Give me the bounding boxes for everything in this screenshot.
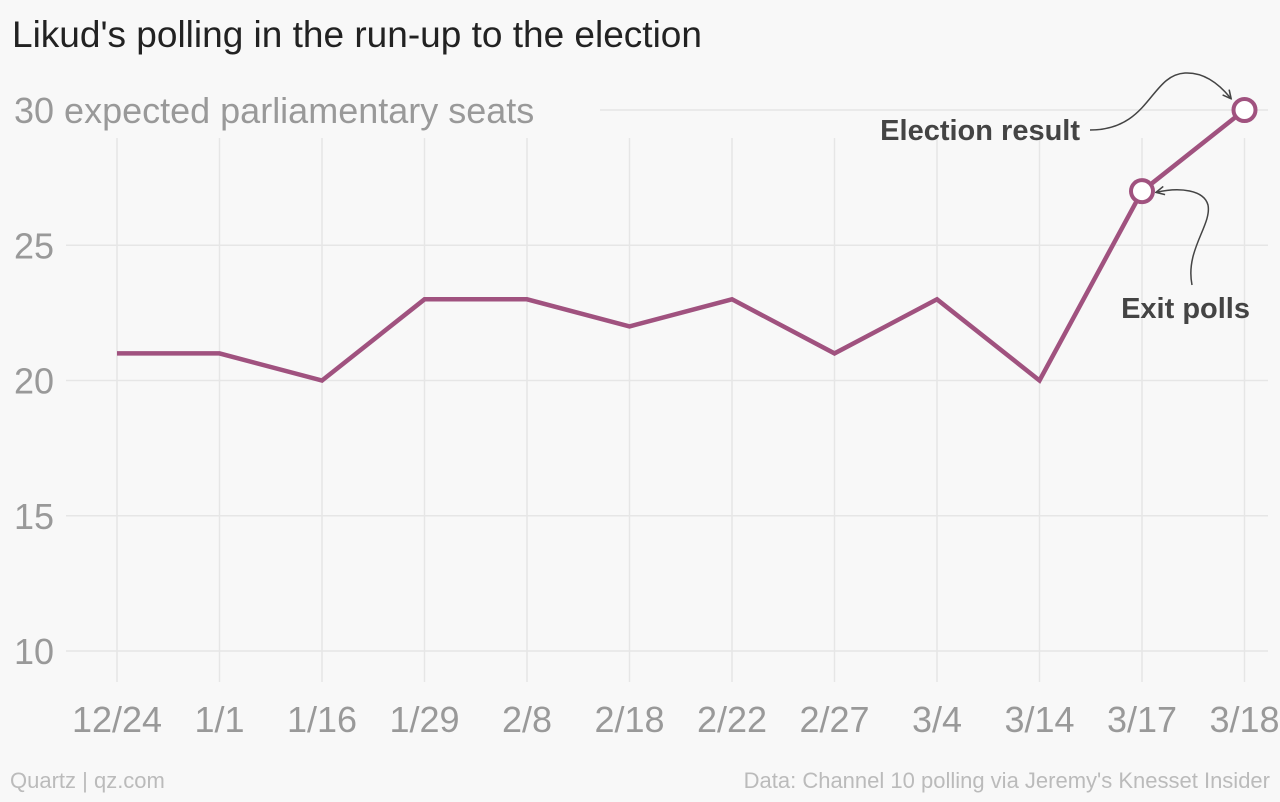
x-tick-label: 12/24 <box>72 699 162 740</box>
x-tick-label: 1/29 <box>389 699 459 740</box>
x-tick-label: 1/1 <box>194 699 244 740</box>
series-line <box>117 108 1246 384</box>
y-tick-label: 20 <box>14 361 54 402</box>
x-tick-label: 3/4 <box>912 699 962 740</box>
x-tick-label: 3/17 <box>1107 699 1177 740</box>
y-tick-label: 15 <box>14 496 54 537</box>
annotation-election-result: Election result <box>880 115 1080 147</box>
annotation-exit-polls: Exit polls <box>1121 293 1250 325</box>
x-tick-label: 2/22 <box>697 699 767 740</box>
y-axis-unit-label: 30 expected parliamentary seats <box>14 90 534 131</box>
y-tick-label: 10 <box>14 631 54 672</box>
x-tick-label: 3/14 <box>1004 699 1074 740</box>
x-tick-label: 1/16 <box>287 699 357 740</box>
y-tick-label: 25 <box>14 225 54 266</box>
annotation-arrow-exit-polls <box>1157 190 1210 286</box>
footer-credit: Quartz | qz.com <box>10 768 165 793</box>
annotated-point <box>1129 178 1155 205</box>
footer-source: Data: Channel 10 polling via Jeremy's Kn… <box>743 768 1270 793</box>
x-tick-label: 2/27 <box>799 699 869 740</box>
annotated-point <box>1231 97 1258 123</box>
chart-title: Likud's polling in the run-up to the ele… <box>12 14 702 55</box>
annotation-arrow-election-result <box>1089 72 1231 131</box>
x-tick-label: 2/18 <box>594 699 664 740</box>
x-tick-label: 2/8 <box>502 699 552 740</box>
x-tick-label: 3/18 <box>1209 699 1279 740</box>
